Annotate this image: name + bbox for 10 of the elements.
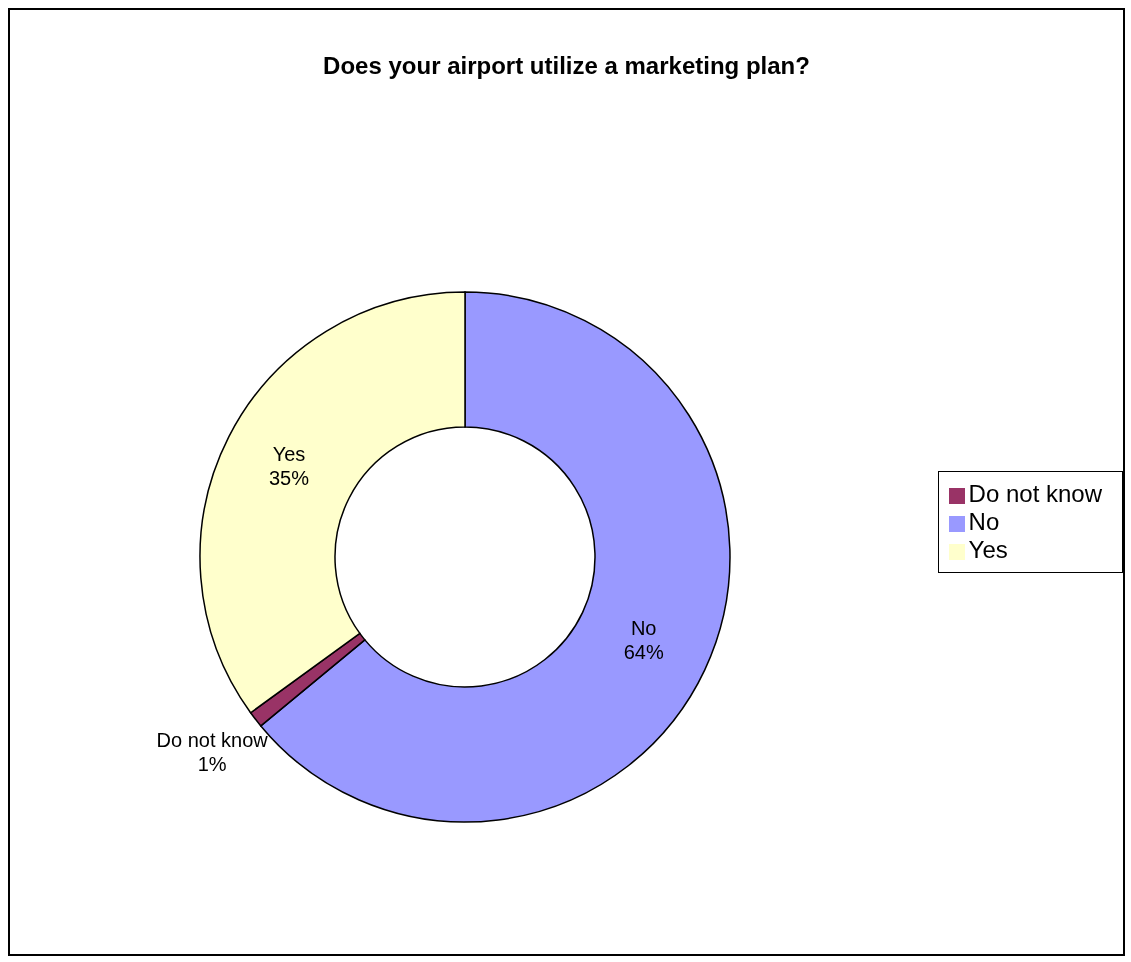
- legend-label: Yes: [968, 536, 1008, 563]
- chart-title: Does your airport utilize a marketing plan?: [322, 51, 811, 81]
- data-label: 1%: [197, 753, 227, 776]
- slice-label: No: [630, 617, 657, 640]
- data-label: 35%: [269, 467, 310, 490]
- legend-label: No: [968, 508, 1000, 535]
- slice-label: Do not know: [156, 729, 269, 752]
- data-label: 64%: [623, 641, 664, 664]
- legend-label: Do not know: [968, 480, 1102, 507]
- slice-label: Yes: [272, 443, 306, 466]
